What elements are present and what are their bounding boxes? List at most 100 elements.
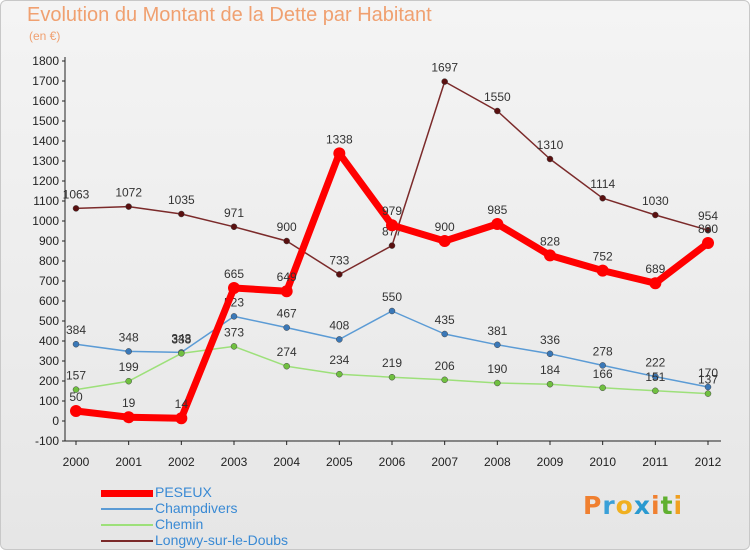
data-point [178,210,185,218]
data-point [704,226,712,234]
data-label: 985 [487,203,507,217]
data-label: 828 [540,234,560,248]
data-point [228,282,240,294]
data-point [491,218,504,230]
data-point [72,386,80,393]
data-label: 157 [66,369,86,383]
x-tick-label: 2006 [379,455,406,469]
y-tick-label: 1000 [32,214,59,228]
data-label: 343 [171,331,191,345]
data-point [72,340,80,348]
data-label: 381 [487,324,507,338]
data-point [336,370,343,378]
data-label: 274 [277,345,297,359]
data-label: 14 [175,397,189,411]
data-label: 408 [329,318,349,332]
data-point [70,405,82,417]
y-tick-label: 1600 [32,94,59,108]
data-point [596,264,609,277]
data-point [178,350,185,357]
data-point [388,242,396,249]
data-point [388,307,396,315]
chart-subtitle: (en €) [29,29,61,43]
legend-label: PESEUX [155,484,212,500]
data-point [336,271,343,278]
y-tick-label: 1300 [32,154,59,168]
x-tick-label: 2000 [63,455,90,469]
y-tick-label: 1400 [32,134,59,148]
data-point [280,285,293,298]
legend-label: Chemin [155,516,204,532]
data-label: 199 [119,360,139,374]
data-point [441,376,448,384]
x-tick-label: 2004 [273,455,300,469]
logo-letter: x [633,491,651,520]
x-tick-label: 2010 [589,455,616,469]
y-tick-label: 200 [39,374,59,388]
data-label: 384 [66,323,86,337]
y-tick-label: 1500 [32,114,59,128]
legend-swatch [101,540,153,542]
logo-letter: P [583,491,603,520]
data-label: 689 [645,262,665,276]
data-label: 1072 [115,186,142,200]
data-point [546,350,554,358]
y-tick-label: 300 [39,354,59,368]
data-point [599,362,606,369]
data-point [599,194,606,202]
data-point [546,380,554,388]
data-label: 184 [540,363,560,377]
data-point [652,373,659,380]
legend-label: Longwy-sur-le-Doubs [155,532,289,548]
legend-swatch [101,489,153,497]
data-label: 752 [593,250,613,264]
x-tick-label: 2007 [431,455,458,469]
data-label: 19 [122,396,136,410]
x-tick-label: 2011 [642,455,668,469]
data-label: 338 [171,332,191,346]
data-label: 649 [277,270,297,284]
data-label: 166 [593,367,613,381]
data-label: 665 [224,267,244,281]
data-point [546,155,554,163]
data-point [704,383,712,391]
data-point [283,237,290,245]
data-point [125,203,132,210]
y-tick-label: 500 [39,314,59,328]
data-label: 550 [382,290,402,304]
data-point [494,107,501,115]
y-tick-label: 700 [39,274,59,288]
data-label: 1114 [590,177,615,191]
data-point [283,324,290,331]
data-label: 1063 [63,187,90,201]
data-label: 900 [435,220,455,234]
data-label: 170 [698,366,718,380]
data-point [704,390,712,397]
data-point [125,348,132,355]
y-tick-label: 1200 [32,174,59,188]
data-label: 467 [277,307,297,321]
data-label: 1550 [484,90,511,104]
y-tick-label: 800 [39,254,59,268]
legend-swatch [101,508,153,510]
chart-title: Evolution du Montant de la Dette par Hab… [27,4,432,26]
proxiti-logo: Proxiti [583,491,683,520]
data-point [333,147,346,160]
data-label: 336 [540,333,560,347]
data-label: 900 [277,220,297,234]
x-tick-label: 2002 [168,455,195,469]
x-tick-label: 2009 [537,455,564,469]
logo-letter: r [602,491,616,520]
data-label: 890 [698,222,718,236]
data-point [336,336,343,343]
data-point [652,211,659,219]
data-label: 1030 [642,194,669,208]
data-point [125,377,132,385]
logo-letter: i [673,491,684,520]
x-tick-label: 2008 [484,455,511,469]
y-tick-label: 400 [39,334,59,348]
data-point [599,384,606,392]
data-label: 373 [224,325,244,339]
data-label: 954 [698,209,718,223]
